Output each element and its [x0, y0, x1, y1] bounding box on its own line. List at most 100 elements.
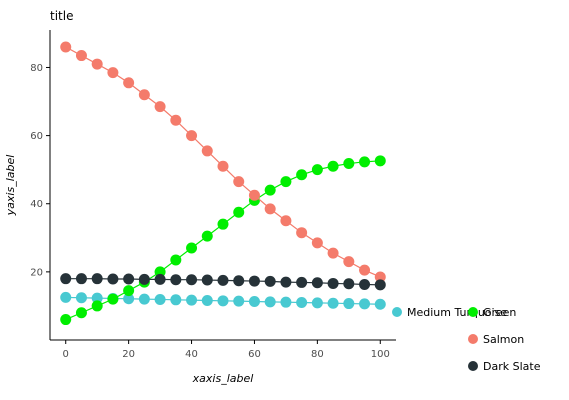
data-point — [248, 275, 260, 287]
data-point — [280, 176, 292, 188]
data-point — [311, 164, 323, 176]
data-point — [311, 237, 323, 249]
data-point — [186, 242, 198, 254]
data-point — [248, 189, 260, 201]
data-point — [374, 279, 386, 291]
plot-area: 0 20 40 60 80 100 20 40 60 80 — [30, 30, 396, 360]
data-point — [296, 227, 308, 239]
data-point — [201, 230, 213, 242]
data-point — [327, 247, 339, 259]
data-point — [280, 215, 292, 227]
data-point — [264, 275, 276, 287]
data-point — [327, 297, 339, 309]
x-axis-title: xaxis_label — [192, 372, 254, 385]
data-point — [217, 160, 229, 172]
data-point — [374, 155, 386, 167]
legend-label: Green — [483, 306, 516, 319]
data-point — [343, 298, 355, 310]
data-point — [75, 50, 87, 62]
data-point — [359, 264, 371, 276]
data-point — [138, 293, 150, 305]
data-point — [217, 295, 229, 307]
legend-label: Medium Turquoise — [407, 306, 507, 319]
y-axis-title: yaxis_label — [4, 155, 17, 217]
data-point — [233, 206, 245, 218]
data-point — [107, 293, 119, 305]
x-tick-label: 40 — [185, 349, 198, 360]
data-point — [123, 285, 135, 297]
data-point — [91, 58, 103, 70]
y-tick-label: 60 — [30, 131, 43, 142]
y-tick-label: 20 — [30, 267, 43, 278]
x-tick-label: 60 — [248, 349, 261, 360]
data-point — [296, 276, 308, 288]
data-point — [201, 294, 213, 306]
series-dark-slate — [60, 273, 386, 291]
x-tick-label: 100 — [371, 349, 390, 360]
data-point — [170, 254, 182, 266]
data-point — [327, 277, 339, 289]
data-point — [343, 278, 355, 290]
data-point — [264, 203, 276, 215]
data-point — [154, 101, 166, 113]
data-point — [75, 307, 87, 319]
legend-label: Salmon — [483, 333, 524, 346]
data-point — [296, 169, 308, 181]
data-point — [248, 296, 260, 308]
legend-swatch — [468, 361, 478, 371]
data-point — [359, 278, 371, 290]
data-point — [233, 295, 245, 307]
data-point — [75, 292, 87, 304]
data-point — [123, 293, 135, 305]
data-point — [186, 274, 198, 286]
legend-entry: Salmon — [468, 333, 524, 346]
series-medium-turquoise — [60, 291, 386, 310]
series-layer — [60, 41, 386, 326]
data-point — [233, 176, 245, 188]
series-salmon — [60, 41, 386, 283]
x-ticks: 0 20 40 60 80 100 — [63, 340, 390, 360]
y-tick-label: 40 — [30, 199, 43, 210]
data-point — [91, 300, 103, 312]
data-point — [217, 274, 229, 286]
x-tick-label: 20 — [122, 349, 135, 360]
data-point — [296, 297, 308, 309]
data-point — [343, 158, 355, 170]
data-point — [327, 160, 339, 172]
data-point — [233, 275, 245, 287]
data-point — [138, 273, 150, 285]
data-point — [343, 256, 355, 268]
data-point — [359, 298, 371, 310]
data-point — [201, 145, 213, 157]
data-point — [374, 298, 386, 310]
y-tick-label: 80 — [30, 63, 43, 74]
legend-swatch — [468, 334, 478, 344]
y-ticks: 20 40 60 80 — [30, 63, 50, 278]
data-point — [186, 294, 198, 306]
data-point — [280, 296, 292, 308]
legend-label: Dark Slate — [483, 360, 541, 373]
legend-entry: Dark Slate — [468, 360, 541, 373]
data-point — [107, 273, 119, 285]
chart-title: title — [50, 9, 73, 23]
data-point — [374, 271, 386, 283]
data-point — [264, 184, 276, 196]
x-tick-label: 0 — [63, 349, 69, 360]
data-point — [123, 273, 135, 285]
data-point — [107, 67, 119, 79]
data-point — [170, 274, 182, 286]
data-point — [60, 291, 72, 303]
data-point — [186, 130, 198, 142]
legend-swatch — [392, 307, 402, 317]
data-point — [60, 41, 72, 53]
data-point — [60, 273, 72, 285]
data-point — [201, 274, 213, 286]
data-point — [311, 297, 323, 309]
data-point — [280, 276, 292, 288]
data-point — [217, 218, 229, 230]
data-point — [138, 89, 150, 101]
data-point — [170, 114, 182, 126]
data-point — [154, 293, 166, 305]
data-point — [154, 273, 166, 285]
